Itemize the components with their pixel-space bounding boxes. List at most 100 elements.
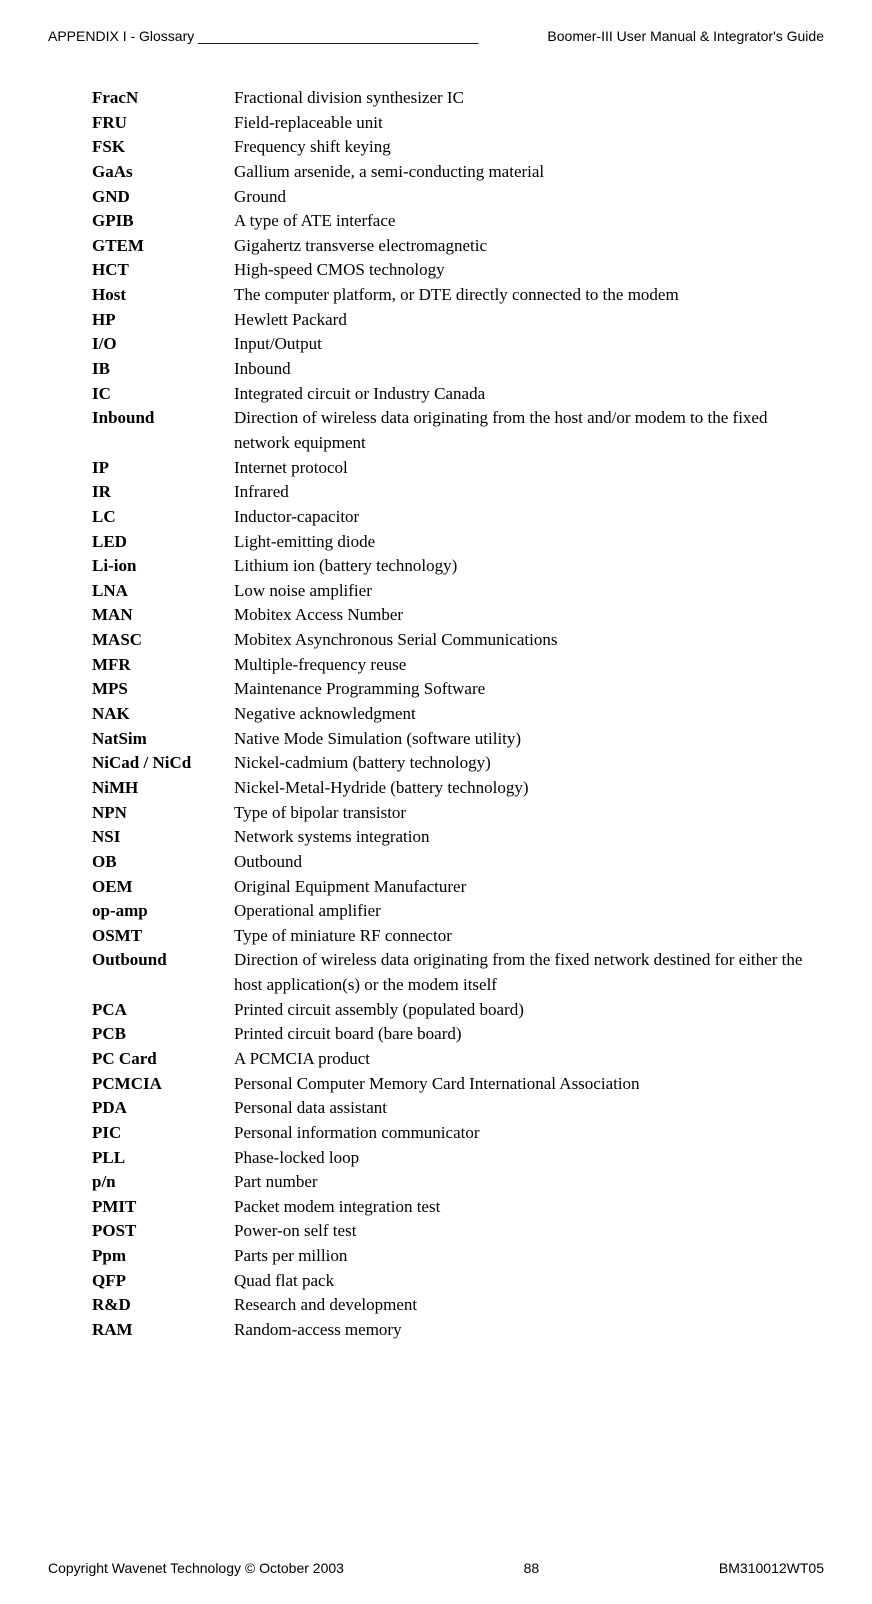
glossary-row: HPHewlett Packard — [48, 308, 824, 333]
glossary-definition: Direction of wireless data originating f… — [234, 948, 824, 997]
glossary-term: LNA — [48, 579, 234, 604]
glossary-row: IPInternet protocol — [48, 456, 824, 481]
footer-page-number: 88 — [524, 1560, 540, 1576]
glossary-row: FracNFractional division synthesizer IC — [48, 86, 824, 111]
glossary-term: IC — [48, 382, 234, 407]
glossary-term: IR — [48, 480, 234, 505]
glossary-definition: Input/Output — [234, 332, 824, 357]
glossary-row: PCAPrinted circuit assembly (populated b… — [48, 998, 824, 1023]
glossary-term: OSMT — [48, 924, 234, 949]
glossary-row: FRUField-replaceable unit — [48, 111, 824, 136]
page-header: APPENDIX I - Glossary __________________… — [48, 28, 824, 44]
glossary-definition: Random-access memory — [234, 1318, 824, 1343]
glossary-definition: Power-on self test — [234, 1219, 824, 1244]
glossary-definition: Inductor-capacitor — [234, 505, 824, 530]
glossary-term: MASC — [48, 628, 234, 653]
glossary-definition: Printed circuit assembly (populated boar… — [234, 998, 824, 1023]
glossary-row: PC CardA PCMCIA product — [48, 1047, 824, 1072]
glossary-definition: Fractional division synthesizer IC — [234, 86, 824, 111]
glossary-row: NPNType of bipolar transistor — [48, 801, 824, 826]
glossary-row: OutboundDirection of wireless data origi… — [48, 948, 824, 997]
glossary-term: PCA — [48, 998, 234, 1023]
glossary-row: MFRMultiple-frequency reuse — [48, 653, 824, 678]
glossary-definition: Direction of wireless data originating f… — [234, 406, 824, 455]
glossary-row: IRInfrared — [48, 480, 824, 505]
glossary-row: R&DResearch and development — [48, 1293, 824, 1318]
page-footer: Copyright Wavenet Technology © October 2… — [48, 1560, 824, 1576]
glossary-definition: Integrated circuit or Industry Canada — [234, 382, 824, 407]
glossary-term: Host — [48, 283, 234, 308]
glossary-term: NiMH — [48, 776, 234, 801]
glossary-row: NAKNegative acknowledgment — [48, 702, 824, 727]
glossary-row: MANMobitex Access Number — [48, 603, 824, 628]
glossary-row: NiMHNickel-Metal-Hydride (battery techno… — [48, 776, 824, 801]
glossary-row: MASCMobitex Asynchronous Serial Communic… — [48, 628, 824, 653]
glossary-term: I/O — [48, 332, 234, 357]
glossary-row: ICIntegrated circuit or Industry Canada — [48, 382, 824, 407]
glossary-definition: High-speed CMOS technology — [234, 258, 824, 283]
glossary-row: GPIBA type of ATE interface — [48, 209, 824, 234]
glossary-definition: A type of ATE interface — [234, 209, 824, 234]
glossary-term: NAK — [48, 702, 234, 727]
glossary-term: PCB — [48, 1022, 234, 1047]
glossary-row: OBOutbound — [48, 850, 824, 875]
glossary-term: GPIB — [48, 209, 234, 234]
glossary-row: PDAPersonal data assistant — [48, 1096, 824, 1121]
header-left: APPENDIX I - Glossary __________________… — [48, 28, 478, 44]
glossary-term: Inbound — [48, 406, 234, 431]
glossary-row: PMITPacket modem integration test — [48, 1195, 824, 1220]
glossary-definition: Mobitex Asynchronous Serial Communicatio… — [234, 628, 824, 653]
glossary-term: Ppm — [48, 1244, 234, 1269]
glossary-row: HostThe computer platform, or DTE direct… — [48, 283, 824, 308]
glossary-row: OEMOriginal Equipment Manufacturer — [48, 875, 824, 900]
glossary-definition: Personal information communicator — [234, 1121, 824, 1146]
glossary-definition: Phase-locked loop — [234, 1146, 824, 1171]
glossary-term: Outbound — [48, 948, 234, 973]
glossary-definition: Frequency shift keying — [234, 135, 824, 160]
glossary-definition: Operational amplifier — [234, 899, 824, 924]
glossary-definition: Ground — [234, 185, 824, 210]
glossary-term: HCT — [48, 258, 234, 283]
glossary-row: OSMTType of miniature RF connector — [48, 924, 824, 949]
glossary-row: GTEMGigahertz transverse electromagnetic — [48, 234, 824, 259]
glossary-row: PLLPhase-locked loop — [48, 1146, 824, 1171]
glossary-term: FracN — [48, 86, 234, 111]
glossary-row: PpmParts per million — [48, 1244, 824, 1269]
glossary-term: NPN — [48, 801, 234, 826]
glossary-term: RAM — [48, 1318, 234, 1343]
glossary-definition: Parts per million — [234, 1244, 824, 1269]
glossary-definition: Outbound — [234, 850, 824, 875]
glossary-term: HP — [48, 308, 234, 333]
glossary-row: PICPersonal information communicator — [48, 1121, 824, 1146]
glossary-term: OB — [48, 850, 234, 875]
glossary-term: GND — [48, 185, 234, 210]
glossary-definition: Hewlett Packard — [234, 308, 824, 333]
glossary-row: QFPQuad flat pack — [48, 1269, 824, 1294]
glossary-definition: The computer platform, or DTE directly c… — [234, 283, 824, 308]
glossary-definition: Internet protocol — [234, 456, 824, 481]
glossary-row: IBInbound — [48, 357, 824, 382]
glossary-term: p/n — [48, 1170, 234, 1195]
glossary-definition: Gigahertz transverse electromagnetic — [234, 234, 824, 259]
glossary-row: PCMCIAPersonal Computer Memory Card Inte… — [48, 1072, 824, 1097]
glossary-term: LC — [48, 505, 234, 530]
glossary-definition: Mobitex Access Number — [234, 603, 824, 628]
glossary-definition: Field-replaceable unit — [234, 111, 824, 136]
glossary-definition: Inbound — [234, 357, 824, 382]
glossary-term: IB — [48, 357, 234, 382]
glossary-definition: Light-emitting diode — [234, 530, 824, 555]
glossary-row: HCTHigh-speed CMOS technology — [48, 258, 824, 283]
glossary-definition: Type of miniature RF connector — [234, 924, 824, 949]
glossary-term: FRU — [48, 111, 234, 136]
glossary-row: op-ampOperational amplifier — [48, 899, 824, 924]
glossary-definition: Type of bipolar transistor — [234, 801, 824, 826]
footer-docid: BM310012WT05 — [719, 1560, 824, 1576]
glossary-definition: Native Mode Simulation (software utility… — [234, 727, 824, 752]
glossary-definition: Original Equipment Manufacturer — [234, 875, 824, 900]
glossary-list: FracNFractional division synthesizer ICF… — [48, 86, 824, 1343]
glossary-row: p/nPart number — [48, 1170, 824, 1195]
glossary-definition: Personal Computer Memory Card Internatio… — [234, 1072, 824, 1097]
glossary-row: FSKFrequency shift keying — [48, 135, 824, 160]
glossary-term: PDA — [48, 1096, 234, 1121]
glossary-definition: Network systems integration — [234, 825, 824, 850]
